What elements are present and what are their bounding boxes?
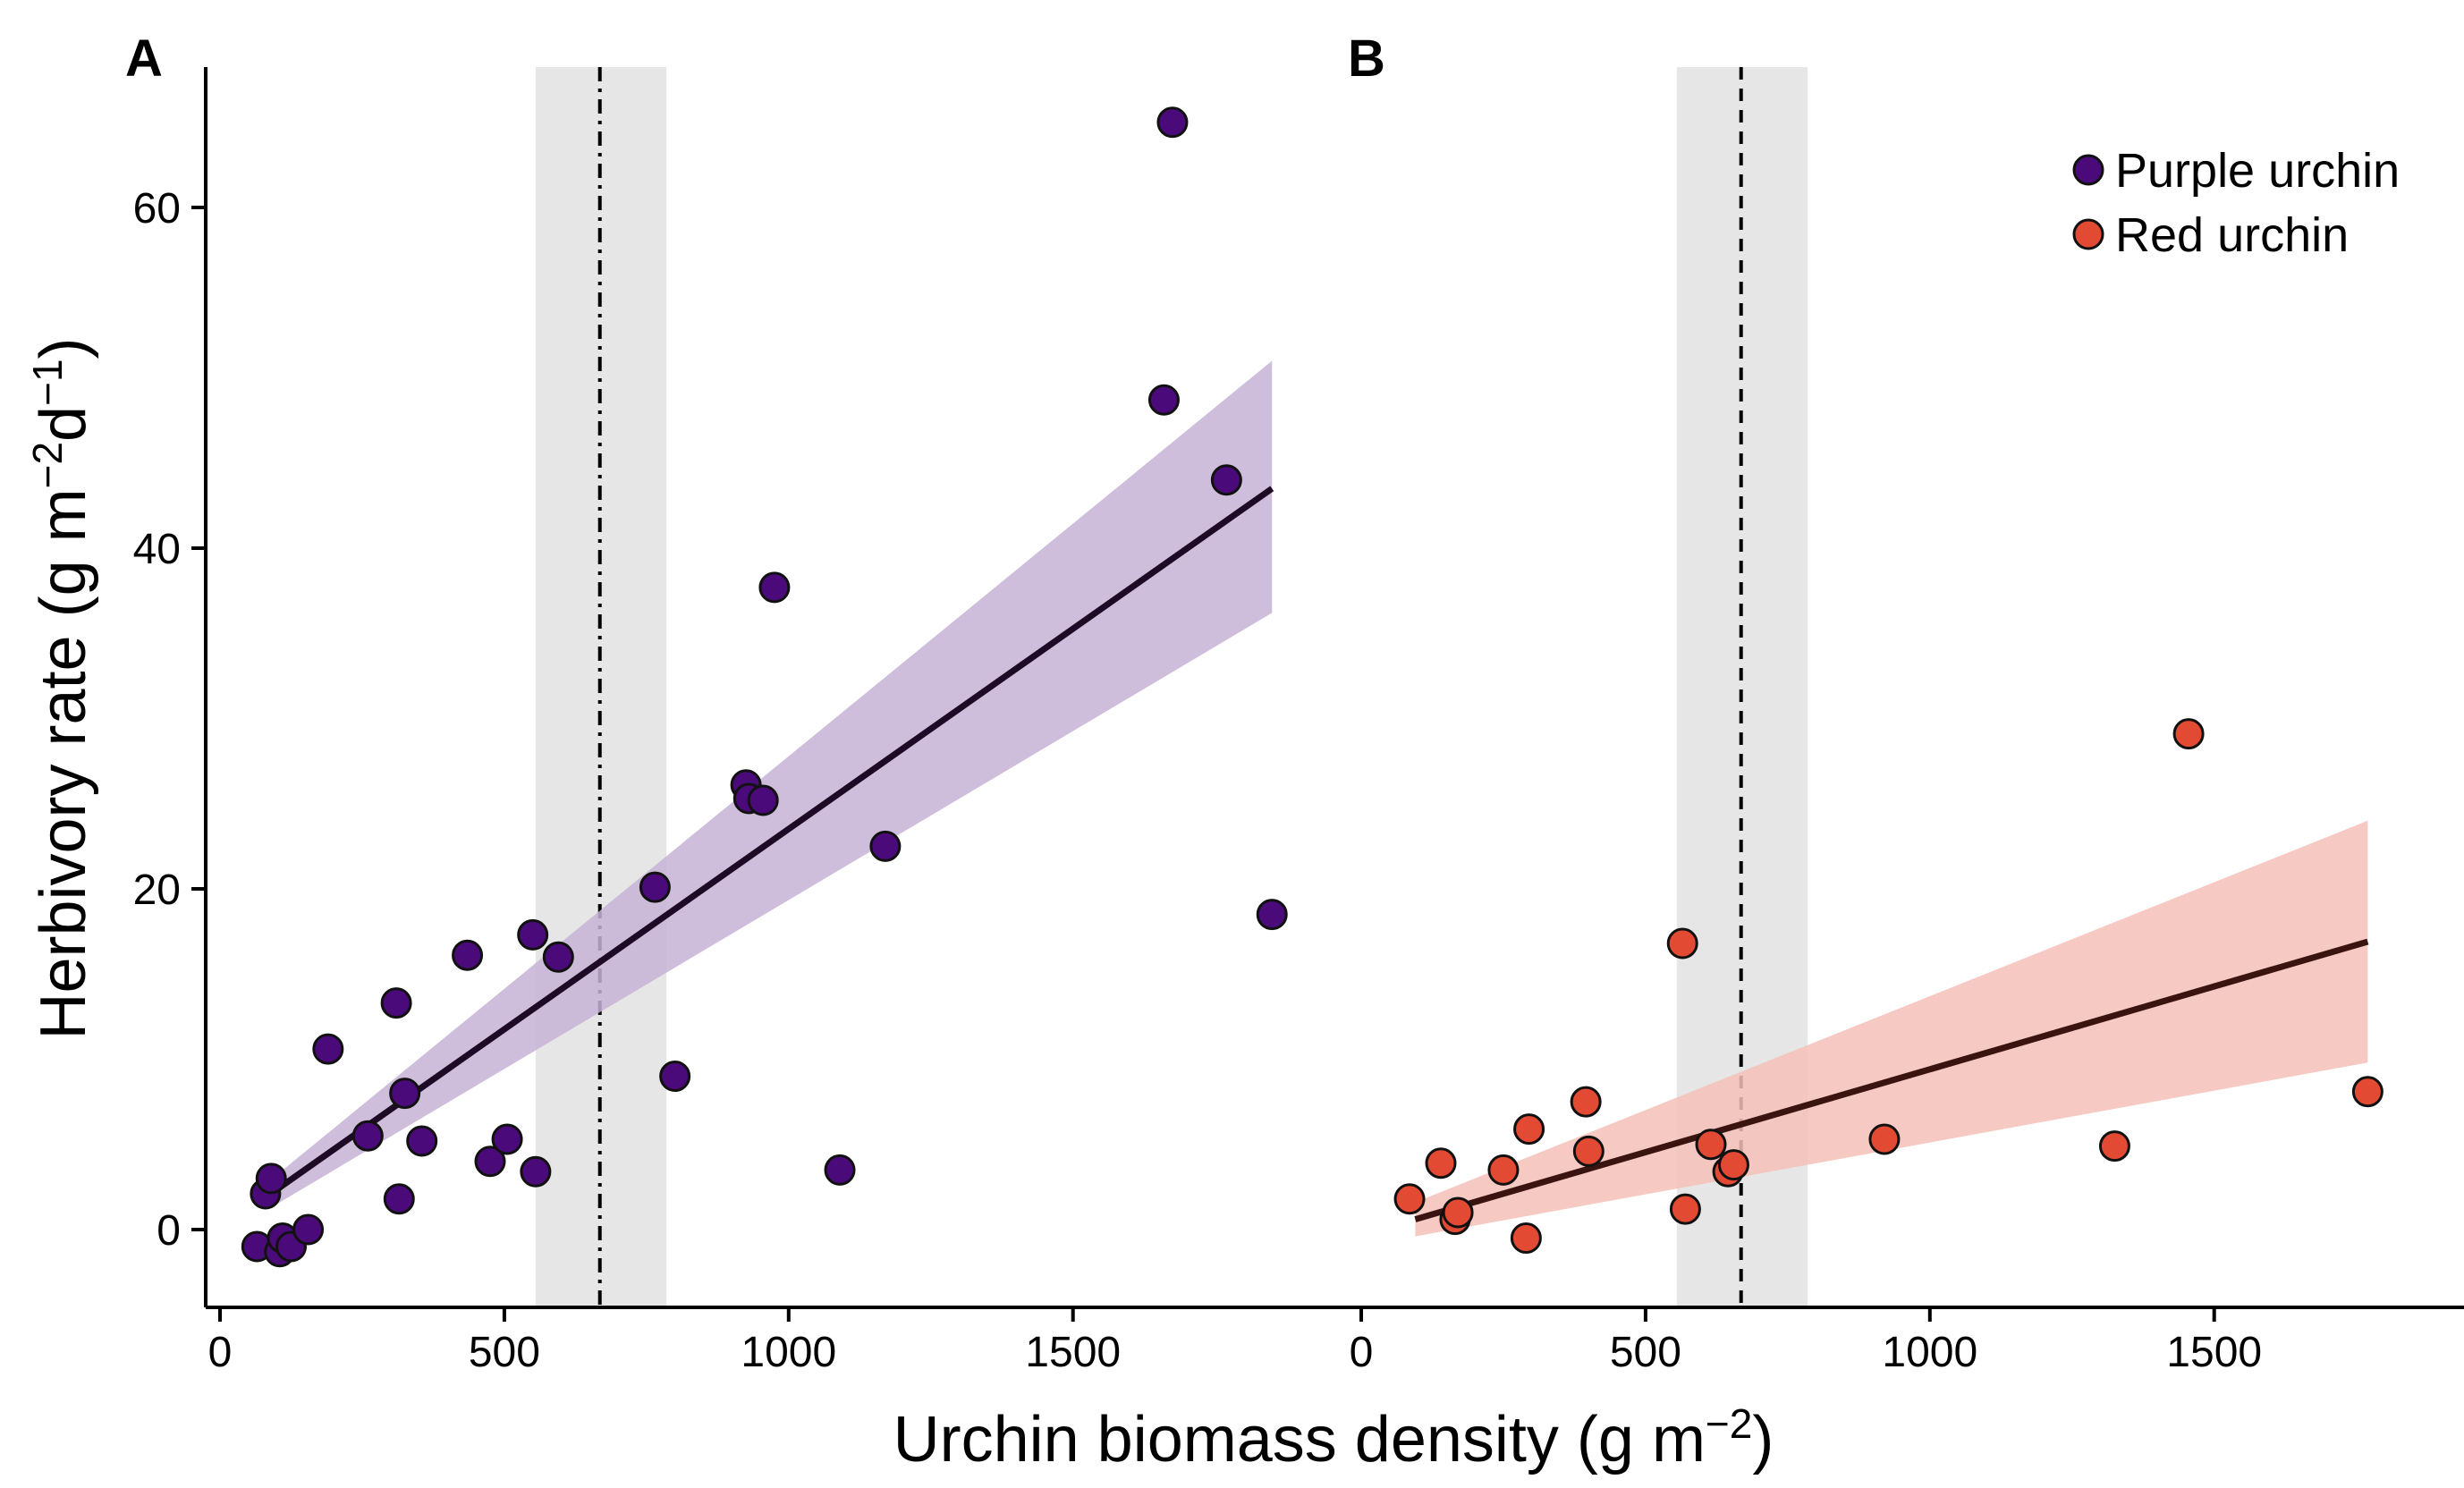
- panel-a-point-10: [383, 1183, 415, 1215]
- panel-b-point-10: [1669, 1193, 1701, 1225]
- panel-a-point-16: [517, 918, 549, 951]
- panel-b-fit-line: [1414, 938, 2369, 1222]
- panel-a-point-27: [1147, 384, 1180, 416]
- panel-a-point-25: [824, 1154, 856, 1186]
- panel-a-point-19: [639, 871, 671, 903]
- panel-a-point-29: [1210, 464, 1242, 496]
- legend-marker-red: [2072, 218, 2104, 250]
- panel-b-point-9: [1666, 927, 1698, 960]
- legend-label-purple: Purple urchin: [2115, 144, 2400, 198]
- panel-b-label: B: [1348, 30, 1385, 88]
- panel-a-threshold-band-layer: [535, 67, 667, 1307]
- panel-b: 0 500 1000 1500 B: [1331, 30, 2464, 1376]
- panel-b-point-4: [1487, 1154, 1520, 1186]
- panel-a-x-tick-label-1: 500: [469, 1329, 540, 1376]
- panel-b-point-14: [1868, 1123, 1901, 1155]
- panel-a-point-24: [758, 571, 791, 604]
- panel-a-point-8: [351, 1120, 384, 1152]
- panel-b-point-1: [1425, 1147, 1457, 1179]
- panel-b-points: [1393, 718, 2384, 1255]
- panel-b-point-6: [1513, 1113, 1545, 1146]
- panel-b-point-11: [1695, 1129, 1727, 1161]
- legend: Purple urchin Red urchin: [2072, 144, 2400, 262]
- panel-a-point-20: [659, 1061, 691, 1093]
- panel-a-point-11: [389, 1078, 421, 1110]
- legend-marker-purple: [2072, 154, 2104, 186]
- panel-b-confidence-band: [1415, 820, 2368, 1237]
- panel-a-fit-line: [267, 486, 1274, 1198]
- panel-a-y-tick-label-1: 20: [133, 867, 181, 914]
- panel-b-point-15: [2098, 1130, 2130, 1162]
- legend-item-red: Red urchin: [2072, 208, 2349, 262]
- panel-a-axes: 0 500 1000 1500 0 20 40 60: [133, 67, 1331, 1376]
- panel-a-y-tick-label-0: 0: [157, 1207, 181, 1255]
- panel-a-confidence-band: [268, 360, 1273, 1210]
- panel-b-point-0: [1393, 1183, 1426, 1215]
- legend-item-purple: Purple urchin: [2072, 144, 2400, 198]
- panel-a-point-23: [747, 784, 779, 816]
- panel-b-axes: 0 500 1000 1500: [1331, 1306, 2464, 1376]
- panel-b-fit-layer: [1414, 938, 2369, 1222]
- y-axis-title: Herbivory rate (g m−2d−1): [24, 337, 99, 1039]
- panel-a-fit-layer: [267, 486, 1274, 1198]
- panel-b-point-7: [1570, 1086, 1602, 1118]
- legend-label-red: Red urchin: [2115, 208, 2349, 262]
- panel-a-point-7: [312, 1033, 344, 1065]
- panel-a-point-2: [255, 1162, 287, 1195]
- panel-a-point-6: [292, 1213, 325, 1246]
- panel-a-points: [241, 106, 1288, 1268]
- x-axis-title: Urchin biomass density (g m−2): [893, 1400, 1774, 1475]
- panel-b-x-tick-label-3: 1500: [2166, 1329, 2262, 1376]
- panel-b-point-13: [1717, 1149, 1749, 1181]
- panel-a: 0 500 1000 1500 0 20 40 60 A: [125, 30, 1331, 1376]
- panel-a-point-15: [491, 1123, 523, 1155]
- panel-a-point-18: [542, 941, 574, 973]
- panel-a-point-17: [520, 1155, 552, 1188]
- panel-a-y-tick-label-3: 60: [133, 185, 181, 232]
- panel-b-point-16: [2172, 718, 2205, 750]
- panel-b-confidence-band-layer: [1415, 820, 2368, 1237]
- panel-b-point-8: [1572, 1135, 1605, 1167]
- panel-a-x-tick-label-0: 0: [208, 1329, 233, 1376]
- panel-a-x-tick-label-3: 1500: [1025, 1329, 1121, 1376]
- panel-a-x-tick-label-2: 1000: [741, 1329, 836, 1376]
- panel-a-point-9: [380, 987, 412, 1019]
- panel-b-x-tick-label-0: 0: [1350, 1329, 1374, 1376]
- panel-a-y-tick-label-2: 40: [133, 526, 181, 573]
- panel-b-point-5: [1510, 1222, 1542, 1255]
- panel-a-point-26: [869, 830, 902, 862]
- panel-a-point-14: [474, 1146, 506, 1178]
- panel-a-point-13: [452, 939, 484, 971]
- panel-b-point-3: [1442, 1196, 1474, 1229]
- panel-a-confidence-band-layer: [268, 360, 1273, 1210]
- panel-b-point-17: [2351, 1076, 2384, 1108]
- panel-a-label: A: [125, 30, 163, 88]
- panel-a-point-30: [1256, 899, 1288, 931]
- panel-b-x-tick-label-2: 1000: [1882, 1329, 1977, 1376]
- panel-a-point-28: [1156, 106, 1189, 139]
- panel-a-point-12: [406, 1125, 438, 1157]
- panel-b-x-tick-label-1: 500: [1610, 1329, 1681, 1376]
